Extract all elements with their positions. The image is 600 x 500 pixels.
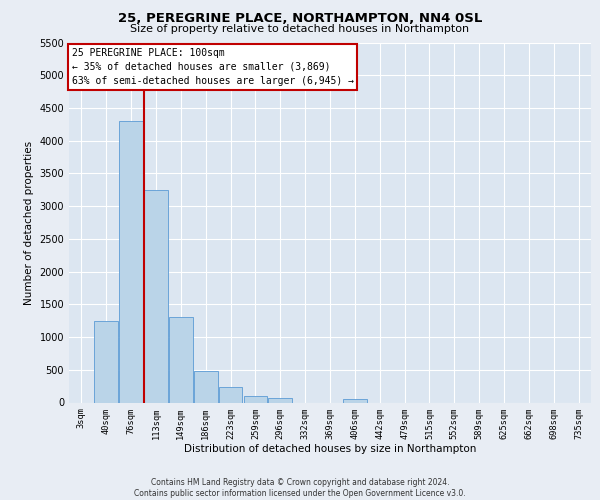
Bar: [169, 318, 193, 402]
Bar: [219, 388, 242, 402]
Y-axis label: Number of detached properties: Number of detached properties: [24, 140, 34, 304]
Text: Size of property relative to detached houses in Northampton: Size of property relative to detached ho…: [130, 24, 470, 34]
Bar: [268, 398, 292, 402]
Bar: [244, 396, 267, 402]
Text: Contains HM Land Registry data © Crown copyright and database right 2024.
Contai: Contains HM Land Registry data © Crown c…: [134, 478, 466, 498]
Text: 25, PEREGRINE PLACE, NORTHAMPTON, NN4 0SL: 25, PEREGRINE PLACE, NORTHAMPTON, NN4 0S…: [118, 12, 482, 26]
Bar: [119, 121, 143, 402]
X-axis label: Distribution of detached houses by size in Northampton: Distribution of detached houses by size …: [184, 444, 476, 454]
Text: 25 PEREGRINE PLACE: 100sqm
← 35% of detached houses are smaller (3,869)
63% of s: 25 PEREGRINE PLACE: 100sqm ← 35% of deta…: [71, 48, 353, 86]
Bar: [194, 371, 218, 402]
Bar: [94, 320, 118, 402]
Bar: [343, 398, 367, 402]
Bar: [144, 190, 168, 402]
